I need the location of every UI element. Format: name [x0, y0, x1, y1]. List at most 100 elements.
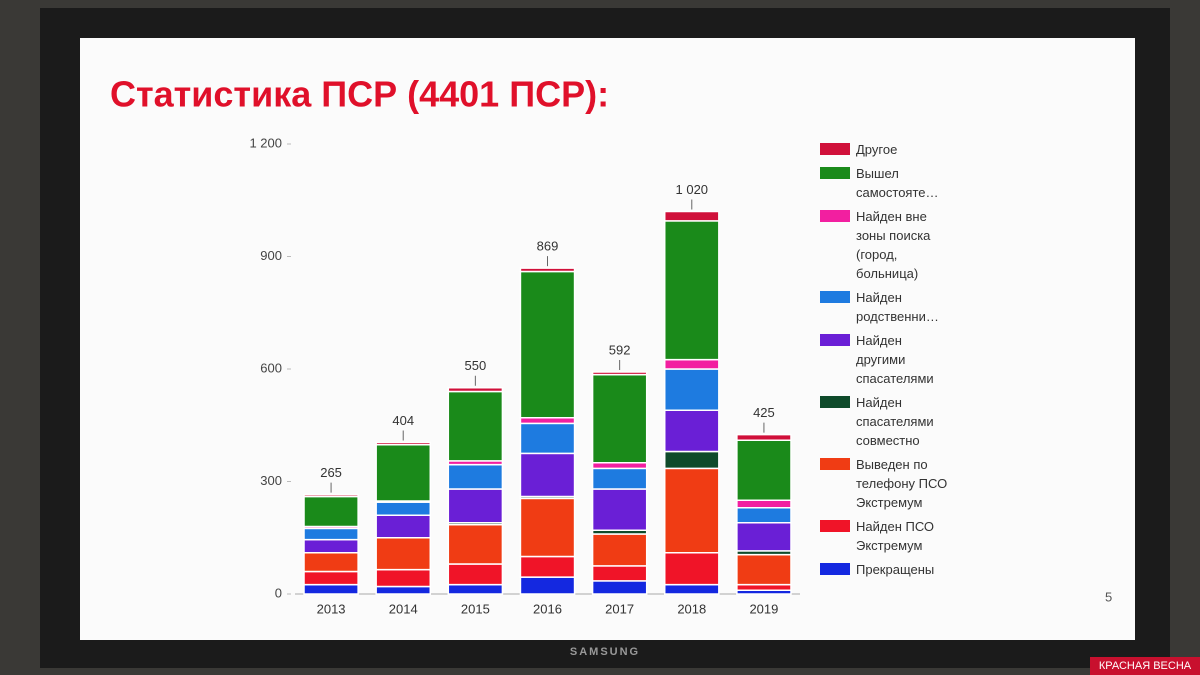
bar-segment: [591, 462, 648, 470]
bar-segment: [591, 373, 648, 464]
bar-segment: [519, 417, 576, 425]
watermark-box: [1090, 657, 1200, 675]
bar-segment: [591, 467, 648, 490]
bar-segment: [303, 495, 359, 528]
bar-segment: [591, 371, 648, 376]
bar-segment: [663, 583, 720, 595]
bar-segment: [519, 576, 576, 595]
bar-segment: [375, 501, 432, 516]
bar-segment: [519, 267, 576, 273]
x-tick-label: 2013: [317, 601, 346, 616]
bar-segment: [303, 527, 359, 541]
legend-swatch: [820, 143, 850, 155]
bar-segment: [375, 444, 432, 502]
total-label: 1 020: [676, 182, 709, 197]
bar-segment: [663, 368, 720, 411]
x-tick-label: 2019: [749, 601, 778, 616]
total-label: 404: [392, 413, 414, 428]
legend-label: Найден другими спасателями: [856, 333, 934, 386]
bar-segment: [303, 570, 359, 586]
bar-segment: [303, 552, 359, 573]
bar-segment: [447, 390, 504, 462]
bar-segment: [447, 488, 504, 524]
x-tick-label: 2017: [605, 601, 634, 616]
y-tick-label: 1 200: [249, 135, 282, 150]
legend-swatch: [820, 334, 850, 346]
legend-swatch: [820, 458, 850, 470]
bar-segment: [375, 585, 432, 595]
bar-segment: [447, 523, 504, 565]
bar-segment: [591, 580, 648, 595]
legend: Другое Вышел самостояте… Найден вне зоны п…: [820, 140, 950, 579]
tv-brand: SAMSUNG: [570, 646, 640, 658]
legend-item: Найден спасателями совместно: [820, 393, 950, 450]
bar-segment: [591, 565, 648, 582]
slide-number: 5: [1105, 589, 1112, 604]
bar-segment: [375, 568, 432, 588]
legend-label: Найден вне зоны поиска (город, больница): [856, 209, 931, 281]
bar-segment: [736, 583, 792, 591]
bar-segment: [375, 441, 432, 446]
legend-swatch: [820, 167, 850, 179]
legend-item: Прекращены: [820, 560, 950, 579]
total-label: 425: [753, 405, 775, 420]
bar-segment: [736, 499, 792, 509]
legend-label: Прекращены: [856, 562, 935, 577]
legend-item: Найден ПСО Экстремум: [820, 517, 950, 555]
legend-label: Найден родственни…: [856, 290, 939, 324]
legend-swatch: [820, 396, 850, 408]
bar-segment: [736, 553, 792, 586]
legend-label: Найден спасателями совместно: [856, 395, 934, 448]
legend-item: Найден родственни…: [820, 288, 950, 326]
legend-swatch: [820, 291, 850, 303]
bar-segment: [663, 210, 720, 222]
legend-item: Найден другими спасателями: [820, 331, 950, 388]
total-label: 592: [609, 342, 631, 357]
bar-segment: [303, 493, 359, 498]
bar-segment: [736, 522, 792, 552]
legend-item: Другое: [820, 140, 950, 159]
legend-swatch: [820, 520, 850, 532]
x-tick-label: 2016: [533, 601, 562, 616]
bar-segment: [663, 467, 720, 554]
y-tick-label: 600: [260, 360, 282, 375]
total-label: 265: [320, 465, 342, 480]
bar-segment: [591, 533, 648, 567]
chart-title: Статистика ПСР (4401 ПСР):: [110, 74, 609, 115]
legend-label: Вышел самостояте…: [856, 166, 939, 200]
legend-label: Найден ПСО Экстремум: [856, 519, 935, 553]
bar-segment: [663, 358, 720, 370]
legend-item: Найден вне зоны поиска (город, больница): [820, 207, 950, 283]
legend-swatch: [820, 563, 850, 575]
bar-segment: [519, 270, 576, 419]
bar-segment: [736, 433, 792, 441]
bar-segment: [303, 538, 359, 554]
legend-swatch: [820, 210, 850, 222]
bar-segment: [591, 488, 648, 531]
total-label: 869: [537, 239, 559, 254]
bar-segment: [519, 422, 576, 455]
bar-segment: [663, 220, 720, 361]
x-tick-label: 2018: [677, 601, 706, 616]
total-label: 550: [465, 358, 487, 373]
x-tick-label: 2014: [389, 601, 418, 616]
bar-segment: [375, 514, 432, 539]
bar-segment: [663, 552, 720, 586]
bar-segment: [447, 387, 504, 393]
bar-segment: [519, 497, 576, 558]
legend-item: Вышел самостояте…: [820, 164, 950, 202]
bar-segment: [447, 583, 504, 595]
bar-segment: [375, 537, 432, 571]
y-tick-label: 900: [260, 248, 282, 263]
legend-item: Выведен по телефону ПСО Экстремум: [820, 455, 950, 512]
legend-label: Выведен по телефону ПСО Экстремум: [856, 457, 948, 510]
y-tick-label: 0: [275, 585, 282, 600]
bar-segment: [303, 583, 359, 595]
bar-segment: [736, 439, 792, 501]
bar-segment: [447, 463, 504, 490]
watermark: КРАСНАЯ ВЕСНА: [1099, 660, 1192, 672]
x-tick-label: 2015: [461, 601, 490, 616]
bar-segment: [519, 452, 576, 498]
